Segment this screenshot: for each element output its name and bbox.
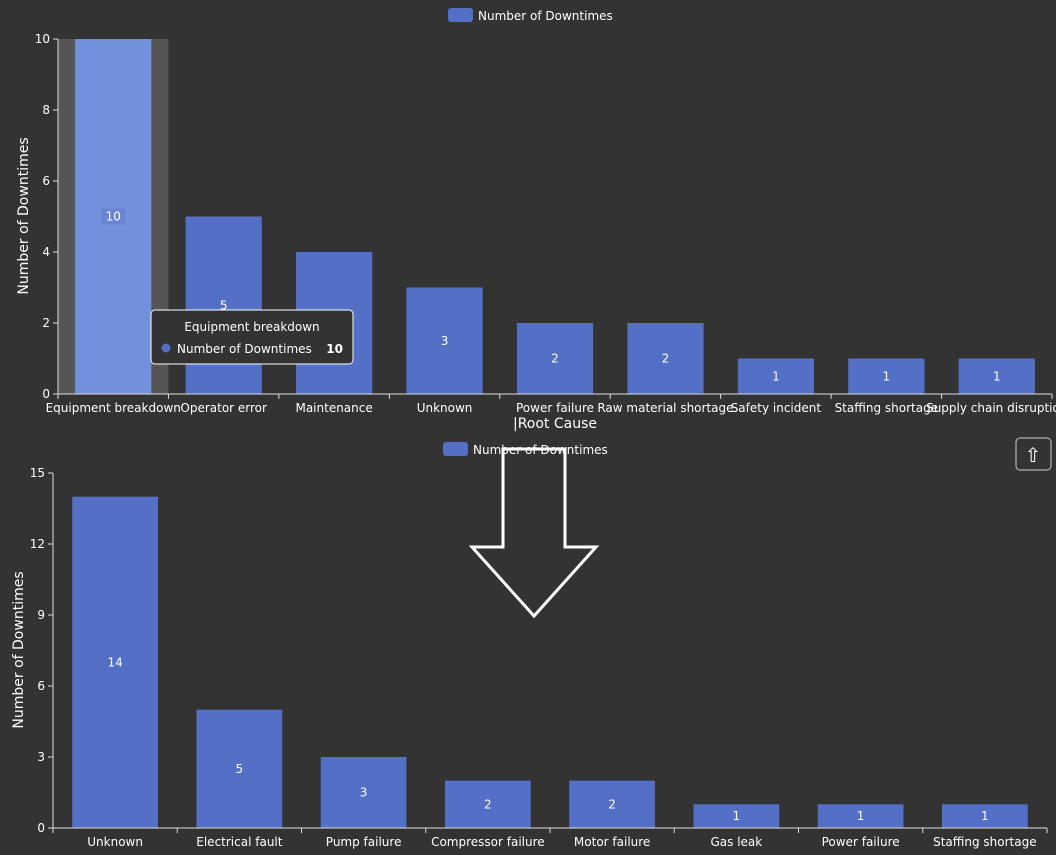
tooltip-series-name: Number of Downtimes <box>177 342 312 356</box>
bar-value-label: 2 <box>608 797 616 811</box>
bar-value-label: 1 <box>993 369 1001 383</box>
x-category-label: Maintenance <box>295 401 372 415</box>
x-category-label: Operator error <box>180 401 267 415</box>
chart2-legend-swatch <box>443 442 468 456</box>
bar-value-label: 1 <box>772 369 780 383</box>
x-category-label: Supply chain disruption <box>926 401 1056 415</box>
bar[interactable] <box>627 323 704 394</box>
x-category-label: Equipment breakdown <box>46 401 181 415</box>
chart1-legend-swatch <box>448 8 473 22</box>
bar-value-label: 10 <box>106 210 121 224</box>
bar-value-label: 5 <box>236 762 244 776</box>
chart1-y-axis-title: Number of Downtimes <box>16 137 32 294</box>
bar[interactable] <box>848 358 925 395</box>
bar[interactable] <box>942 804 1028 828</box>
chart1-legend-label: Number of Downtimes <box>478 9 613 23</box>
y-tick-label: 0 <box>37 821 45 835</box>
bar-value-label: 2 <box>484 797 492 811</box>
bar-value-label: 1 <box>883 369 891 383</box>
bar[interactable] <box>569 780 655 828</box>
bar[interactable] <box>516 323 594 394</box>
y-tick-label: 4 <box>42 245 50 259</box>
bar-value-label: 1 <box>857 809 865 823</box>
up-arrow-icon: ⇧ <box>1025 443 1042 467</box>
bar[interactable] <box>406 287 483 395</box>
x-category-label: Raw material shortage <box>597 401 733 415</box>
x-category-label: Staffing shortage <box>933 835 1037 849</box>
bar[interactable] <box>817 804 904 828</box>
x-category-label: Power failure <box>822 835 900 849</box>
tooltip-title: Equipment breakdown <box>184 320 319 334</box>
x-category-label: Unknown <box>417 401 473 415</box>
y-tick-label: 9 <box>37 608 45 622</box>
x-category-label: Unknown <box>87 835 143 849</box>
scroll-top-button-bg[interactable] <box>1015 437 1052 471</box>
bar-value-label: 14 <box>107 655 122 669</box>
bar[interactable] <box>320 757 407 828</box>
tooltip-value: 10 <box>326 342 343 356</box>
y-tick-label: 2 <box>42 316 50 330</box>
x-category-label: Electrical fault <box>196 835 282 849</box>
root-cause-chart: Number of Downtimes Number of Downtimes … <box>16 8 1056 432</box>
y-tick-label: 6 <box>37 679 45 693</box>
y-tick-label: 15 <box>30 466 45 480</box>
tooltip-series-marker <box>161 343 171 353</box>
bar-value-label: 2 <box>662 352 670 366</box>
bar-value-label: 2 <box>551 352 559 366</box>
chart2-y-axis-title: Number of Downtimes <box>11 571 27 728</box>
bar[interactable] <box>958 358 1035 395</box>
scroll-top-button[interactable]: ⇧ <box>1015 437 1052 471</box>
bar-label-bg <box>101 208 126 225</box>
x-category-label: Compressor failure <box>431 835 545 849</box>
bar[interactable] <box>737 358 814 395</box>
bar[interactable] <box>196 709 283 828</box>
y-tick-label: 12 <box>30 537 45 551</box>
chart1-legend[interactable]: Number of Downtimes <box>448 8 613 23</box>
y-tick-label: 3 <box>37 750 45 764</box>
bar[interactable] <box>445 780 531 828</box>
x-category-label: Gas leak <box>711 835 763 849</box>
y-tick-label: 0 <box>42 387 50 401</box>
bar-value-label: 3 <box>360 786 368 800</box>
x-category-label: Power failure <box>516 401 594 415</box>
y-tick-label: 10 <box>35 32 50 46</box>
x-category-label: Pump failure <box>326 835 402 849</box>
bar-value-label: 1 <box>733 809 741 823</box>
x-category-label: Motor failure <box>574 835 650 849</box>
bar[interactable] <box>693 804 780 828</box>
x-category-label: Staffing shortage <box>835 401 939 415</box>
bar-value-label: 1 <box>981 809 989 823</box>
bar-value-label: 5 <box>220 298 228 312</box>
chart1-x-axis-title: |Root Cause <box>513 416 597 432</box>
down-arrow-icon <box>468 447 600 619</box>
bar[interactable] <box>72 496 158 828</box>
bar-value-label: 3 <box>441 334 449 348</box>
tooltip-box <box>150 309 354 365</box>
sub-cause-chart: Number of Downtimes Number of Downtimes … <box>11 442 1048 849</box>
y-tick-label: 6 <box>42 174 50 188</box>
chart1-tooltip: Equipment breakdown Number of Downtimes … <box>150 309 354 365</box>
x-category-label: Safety incident <box>731 401 822 415</box>
y-tick-label: 8 <box>42 103 50 117</box>
